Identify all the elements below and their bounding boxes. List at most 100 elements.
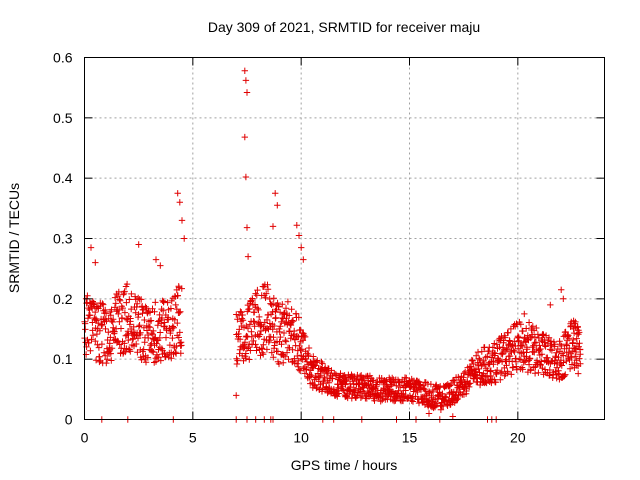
data-point xyxy=(111,294,119,301)
data-point xyxy=(256,331,264,338)
data-point xyxy=(256,313,263,321)
data-point xyxy=(126,296,133,303)
data-point xyxy=(243,332,250,340)
data-point xyxy=(166,341,174,349)
data-point xyxy=(234,357,241,364)
y-tick-label: 0.5 xyxy=(53,110,73,126)
data-point xyxy=(252,341,259,348)
data-point xyxy=(494,367,501,374)
data-point xyxy=(519,366,526,373)
data-point xyxy=(512,342,519,350)
data-point xyxy=(498,350,505,357)
data-point xyxy=(509,364,517,371)
data-point xyxy=(246,321,254,328)
data-point xyxy=(333,372,340,379)
data-point xyxy=(429,388,437,396)
data-point xyxy=(396,383,404,391)
data-point xyxy=(107,350,114,357)
data-point xyxy=(470,360,477,368)
data-point xyxy=(577,351,584,358)
data-point xyxy=(547,301,554,309)
data-point xyxy=(111,328,118,335)
data-point xyxy=(141,316,148,324)
data-point xyxy=(480,370,487,377)
data-point xyxy=(121,309,129,316)
data-point xyxy=(510,347,517,354)
data-point xyxy=(422,387,429,395)
data-point xyxy=(323,370,331,377)
x-tick-label: 15 xyxy=(402,430,418,446)
data-point xyxy=(241,133,248,141)
data-point xyxy=(140,346,147,353)
data-point xyxy=(275,303,282,311)
data-point xyxy=(134,335,142,342)
y-tick-labels: 0 0.1 0.2 0.3 0.4 0.5 0.6 xyxy=(53,50,73,428)
data-point xyxy=(107,334,114,341)
data-point xyxy=(272,190,279,197)
data-point xyxy=(110,324,117,331)
data-point xyxy=(116,318,123,325)
data-point xyxy=(480,357,487,365)
data-point xyxy=(509,341,516,349)
data-point xyxy=(414,388,421,396)
data-point xyxy=(334,387,341,394)
data-point xyxy=(519,342,526,350)
data-point xyxy=(172,349,179,356)
data-point xyxy=(85,339,92,346)
data-point xyxy=(531,370,539,377)
data-point xyxy=(305,344,313,352)
data-point xyxy=(93,330,101,338)
data-point xyxy=(300,365,307,372)
data-point xyxy=(134,300,141,307)
data-point xyxy=(123,280,131,288)
data-point xyxy=(150,348,157,356)
data-point xyxy=(449,413,456,420)
data-point xyxy=(343,377,350,385)
data-point xyxy=(143,327,151,334)
data-point xyxy=(522,358,529,365)
data-point xyxy=(298,346,305,353)
data-point xyxy=(241,67,248,74)
data-point xyxy=(146,309,154,316)
data-point xyxy=(478,362,485,370)
data-point xyxy=(492,379,499,386)
data-point xyxy=(239,317,247,324)
data-point xyxy=(487,368,494,375)
x-tick-labels: 0 5 10 15 20 xyxy=(81,430,526,446)
data-point xyxy=(169,323,176,330)
data-point xyxy=(126,321,133,328)
data-point xyxy=(523,325,530,332)
data-point xyxy=(572,348,580,356)
data-point xyxy=(255,306,262,314)
data-point xyxy=(115,310,122,318)
data-point xyxy=(270,334,277,341)
data-point xyxy=(158,320,165,327)
data-point xyxy=(275,360,283,368)
data-point xyxy=(156,334,163,342)
data-point xyxy=(548,347,556,354)
data-point xyxy=(95,319,102,327)
data-point xyxy=(174,292,181,299)
data-point xyxy=(297,347,304,354)
data-point xyxy=(149,348,156,355)
data-point xyxy=(381,385,388,392)
data-point xyxy=(160,307,167,314)
data-point xyxy=(517,356,524,363)
data-point xyxy=(126,346,133,353)
y-tick-label: 0.2 xyxy=(53,291,73,307)
data-point xyxy=(282,338,290,345)
data-point xyxy=(506,352,514,360)
data-point xyxy=(248,333,255,340)
data-point xyxy=(265,311,272,318)
data-point xyxy=(102,306,109,314)
data-point xyxy=(175,284,183,291)
data-point xyxy=(145,308,152,315)
data-point xyxy=(491,350,499,357)
data-point xyxy=(96,358,103,366)
data-point xyxy=(103,359,110,367)
data-point xyxy=(152,299,159,306)
data-point xyxy=(294,352,301,360)
data-point xyxy=(124,316,131,324)
data-point xyxy=(117,325,125,332)
data-point xyxy=(137,329,144,336)
